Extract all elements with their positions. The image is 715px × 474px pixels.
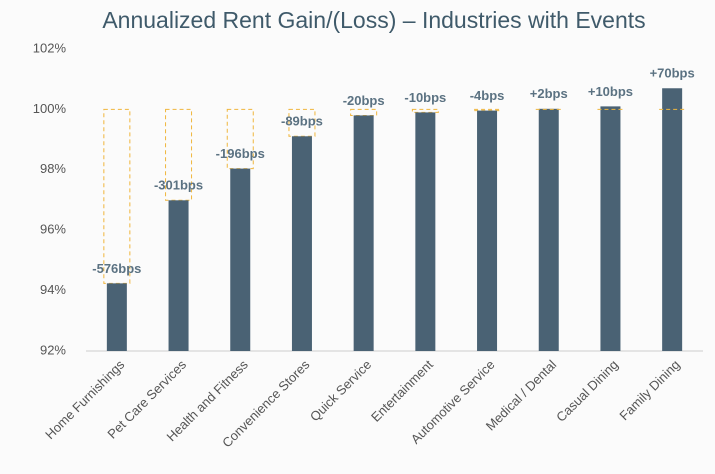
y-tick-label: 92% (40, 342, 66, 357)
bar (353, 115, 374, 351)
y-tick-label: 100% (33, 101, 67, 116)
y-tick-label: 98% (40, 161, 66, 176)
bar (106, 283, 127, 351)
bar (168, 200, 189, 351)
y-tick-label: 94% (40, 282, 66, 297)
chart-title: Annualized Rent Gain/(Loss) – Industries… (102, 7, 645, 33)
value-label: -576bps (92, 261, 141, 276)
value-label: -10bps (404, 90, 446, 105)
value-label: +2bps (530, 86, 568, 101)
value-label: -301bps (154, 178, 203, 193)
value-label: +70bps (650, 66, 695, 81)
bar (477, 110, 498, 351)
y-tick-label: 102% (33, 40, 67, 55)
bar (415, 112, 436, 351)
bar (600, 106, 621, 351)
value-label: +10bps (588, 84, 633, 99)
y-tick-label: 96% (40, 222, 66, 237)
bar (291, 136, 312, 351)
bar (662, 88, 683, 351)
value-label: -89bps (281, 114, 323, 129)
value-label: -196bps (216, 146, 265, 161)
bar (538, 108, 559, 352)
value-label: -20bps (343, 93, 385, 108)
value-label: -4bps (470, 88, 505, 103)
bar (230, 168, 251, 351)
